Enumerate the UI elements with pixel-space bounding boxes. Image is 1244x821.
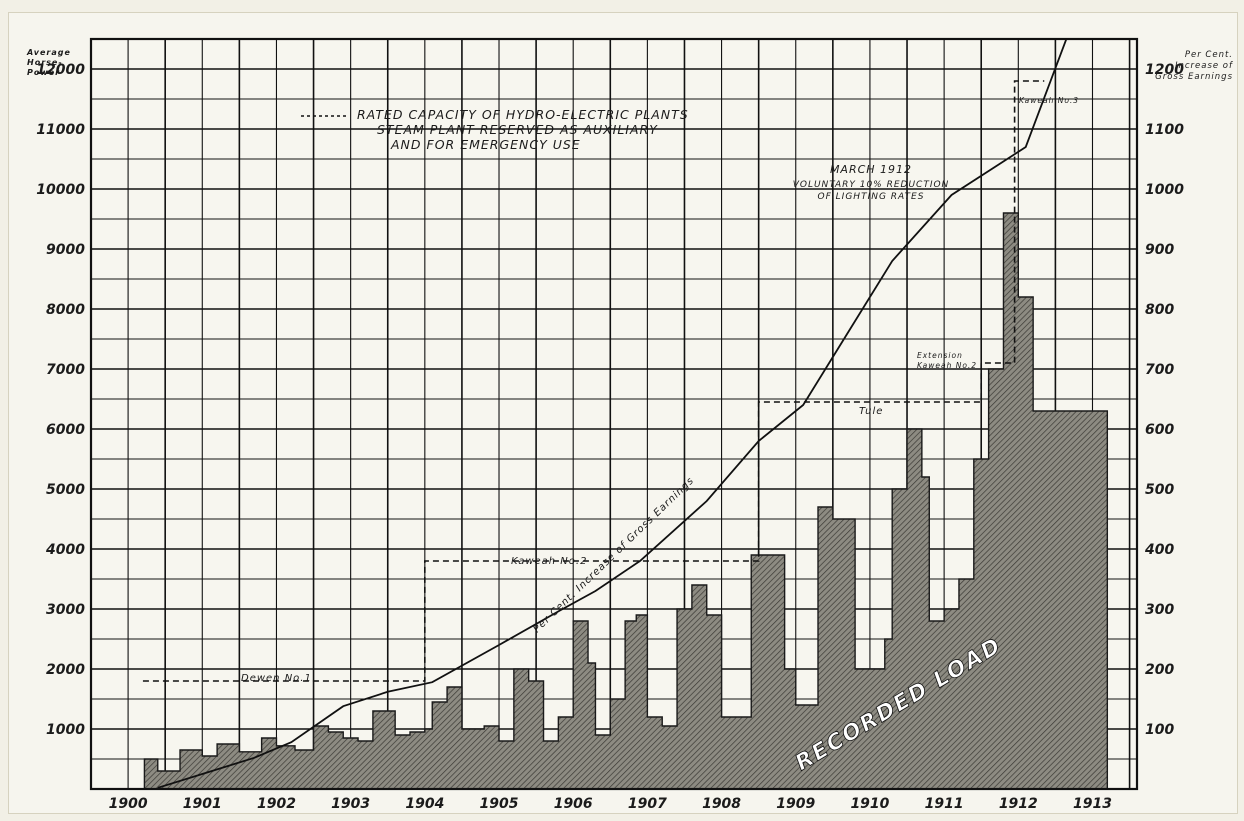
y-left-tick-label: 3000 [46,602,85,618]
annotation-line: MARCH 1912 [830,163,912,176]
y-left-axis-ticks: 1000 2000 3000 4000 5000 6000 7000 8000 9000 1000… [36,62,85,738]
legend: RATED CAPACITY OF HYDRO-ELECTRIC PLANTS … [301,107,689,152]
legend-line: RATED CAPACITY OF HYDRO-ELECTRIC PLANTS [357,107,689,122]
extension-label: Kaweah No.2 [917,361,977,370]
earnings-line [157,39,1068,789]
y-right-tick-label: 900 [1145,242,1174,258]
x-tick-label: 1906 [554,796,593,812]
y-left-tick-label: 7000 [46,362,85,378]
rated-capacity-line [142,80,1045,682]
y-left-tick-label: 5000 [46,482,85,498]
y-left-tick-label: 4000 [45,542,85,558]
left-axis-label-line: Power [27,68,60,77]
y-right-tick-label: 1100 [1145,122,1184,138]
y-right-tick-label: 100 [1145,722,1174,738]
kaweah-2-label: Kaweah No.2 [511,556,587,567]
y-right-tick-label: 800 [1145,302,1174,318]
x-tick-label: 1904 [405,796,444,812]
y-right-tick-label: 500 [1145,482,1174,498]
left-axis-label: Average Horse- Power [26,48,71,77]
x-tick-label: 1913 [1073,796,1112,812]
y-left-tick-label: 11000 [36,122,85,138]
x-tick-label: 1905 [480,796,519,812]
plot-border [89,37,1139,791]
y-left-tick-label: 1000 [46,722,85,738]
y-left-tick-label: 6000 [46,422,85,438]
chart-svg: Average Horse- Power Per Cent. Increase … [26,37,1234,812]
right-axis-label-line: Gross Earnings [1155,72,1233,82]
y-left-tick-label: 12000 [36,62,85,78]
annotation-march-1912: MARCH 1912 VOLUNTARY 10% REDUCTION OF LI… [793,163,950,202]
x-tick-label: 1910 [850,796,889,812]
left-axis-label-line: Horse- [27,58,63,67]
recorded-load-area [143,212,1109,790]
y-left-tick-label: 2000 [46,662,85,678]
annotation-line: VOLUNTARY 10% REDUCTION [793,180,950,190]
y-right-tick-label: 600 [1145,422,1174,438]
y-left-tick-label: 10000 [36,182,85,198]
gross-earnings-line [157,39,1068,789]
y-right-tick-label: 1000 [1145,182,1184,198]
right-axis-label: Per Cent. Increase of Gross Earnings [1155,50,1234,82]
left-axis-label-line: Average [26,48,71,57]
x-tick-label: 1911 [925,796,964,812]
dewen-label: Dewen No.1 [241,673,312,684]
extension-label: Extension [917,351,963,360]
right-axis-label-line: Per Cent. [1185,50,1233,60]
rated-capacity-steps [142,80,1045,682]
y-left-tick-label: 9000 [46,242,85,258]
x-tick-label: 1903 [331,796,370,812]
chart-frame: Average Horse- Power Per Cent. Increase … [8,12,1238,814]
y-right-tick-label: 200 [1145,662,1174,678]
annotation-line: OF LIGHTING RATES [818,192,925,202]
x-tick-label: 1900 [109,796,148,812]
kaweah-3-label: Kaweah No.3 [1019,96,1079,105]
x-tick-label: 1907 [628,796,667,812]
x-axis-ticks: 1900 1901 1902 1903 1904 1905 1906 1907 1908 1909… [109,796,1112,812]
x-tick-label: 1909 [776,796,815,812]
legend-line: STEAM PLANT RESERVED AS AUXILIARY [377,122,658,137]
legend-line: AND FOR EMERGENCY USE [390,137,581,152]
recorded-load-fill [143,212,1109,790]
y-right-axis-ticks: 100 200 300 400 500 600 700 800 900 1000 1100 1200 [1144,62,1184,738]
x-tick-label: 1902 [257,796,296,812]
y-right-tick-label: 1200 [1145,62,1184,78]
y-right-tick-label: 700 [1145,362,1174,378]
y-right-tick-label: 400 [1144,542,1174,558]
x-tick-label: 1901 [183,796,222,812]
tule-label: Tule [859,406,883,417]
right-axis-label-line: Increase of [1175,61,1234,71]
y-right-tick-label: 300 [1145,602,1174,618]
y-left-tick-label: 8000 [46,302,85,318]
x-tick-label: 1908 [702,796,741,812]
x-tick-label: 1912 [999,796,1038,812]
